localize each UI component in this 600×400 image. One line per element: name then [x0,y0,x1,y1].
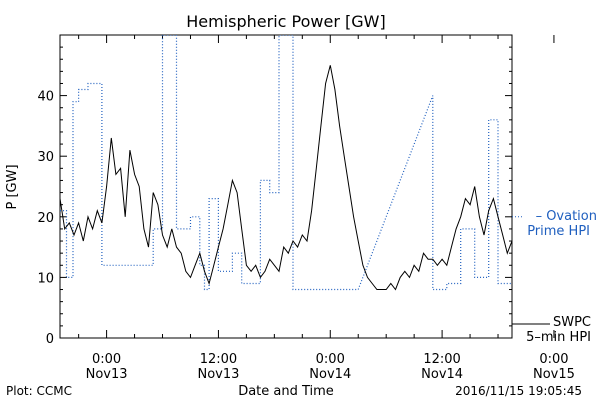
x-tick-date-label: Nov13 [86,367,128,382]
footer-credit: Plot: CCMC [6,384,72,398]
x-tick-time-label: 0:00 [539,352,568,367]
y-tick-label: 30 [37,150,54,165]
x-tick-date-label: Nov14 [309,367,351,382]
y-axis-title: P [GW] [5,164,20,209]
x-tick-date-label: Nov15 [533,367,575,382]
ovation-prime-hpi-line [60,35,512,291]
x-tick-time-label: 12:00 [423,352,460,367]
x-tick-date-label: Nov14 [421,367,463,382]
x-tick-time-label: 0:00 [316,352,345,367]
legend-ovation-label-2: Prime HPI [527,224,590,239]
footer-timestamp: 2016/11/15 19:05:45 [455,384,582,398]
x-tick-time-label: 12:00 [200,352,237,367]
y-axis: 0 10 20 30 40 [37,46,512,347]
chart-title: Hemispheric Power [GW] [186,12,385,31]
legend-ovation-label-1: – Ovation [536,209,597,224]
y-tick-label: 40 [37,90,54,105]
legend-swpc-label-1: SWPC [553,315,591,330]
x-tick-date-label: Nov13 [197,367,239,382]
swpc-hpi-line [60,65,512,291]
legend-swpc-label-2: 5–min HPI [526,330,591,345]
x-axis-title: Date and Time [238,384,334,399]
x-tick-time-label: 0:00 [92,352,121,367]
y-tick-label: 20 [37,211,54,226]
series-layer [60,35,512,291]
x-axis: 0:00Nov1312:00Nov130:00Nov1412:00Nov140:… [78,35,575,382]
y-axis-label: P [GW] [5,164,20,209]
y-tick-label: 10 [37,271,54,286]
y-tick-label: 0 [46,332,54,347]
